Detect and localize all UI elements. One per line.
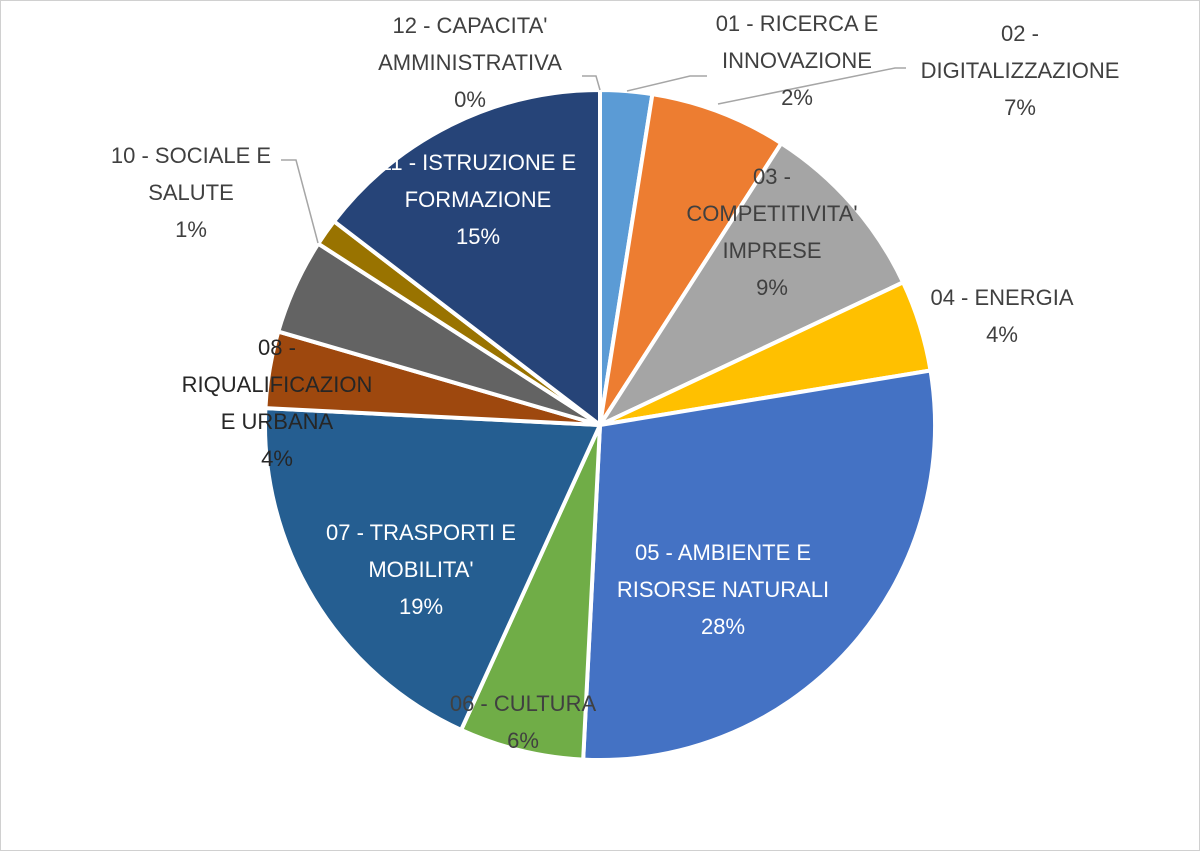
data-label-category: DIGITALIZZAZIONE — [921, 58, 1120, 83]
data-label: 08 - RIQUALIFICAZION E URBANA 4% — [182, 335, 373, 471]
data-label-category: 12 - CAPACITA' — [393, 13, 548, 38]
data-label-category: IMPRESE — [722, 238, 821, 263]
data-label-percent: 4% — [261, 446, 293, 471]
data-label-category: 01 - RICERCA E — [716, 11, 879, 36]
data-label-category: 06 - CULTURA — [450, 691, 597, 716]
data-label-category: 04 - ENERGIA — [930, 285, 1073, 310]
data-label-category: E URBANA — [221, 409, 334, 434]
data-label-percent: 9% — [756, 275, 788, 300]
data-label-percent: 1% — [175, 217, 207, 242]
data-label-category: 11 - ISTRUZIONE E — [380, 150, 576, 175]
pie-slice — [332, 88, 602, 427]
leader-line — [626, 75, 707, 92]
data-label-category: 10 - SOCIALE E — [111, 143, 271, 168]
data-label-category: COMPETITIVITA' — [686, 201, 857, 226]
data-label: 11 - ISTRUZIONE E FORMAZIONE 15% — [380, 150, 576, 249]
data-label: 06 - CULTURA 6% — [450, 691, 597, 753]
data-label: 12 - CAPACITA' AMMINISTRATIVA 0% — [378, 13, 562, 112]
data-labels: 01 - RICERCA E INNOVAZIONE 2% 02 - DIGITALIZ… — [111, 11, 1120, 753]
data-label-percent: 19% — [399, 594, 443, 619]
data-label-percent: 6% — [507, 728, 539, 753]
leader-line — [717, 67, 906, 105]
leader-line — [582, 75, 601, 91]
data-label: 04 - ENERGIA 4% — [930, 285, 1073, 347]
data-label-percent: 0% — [454, 87, 486, 112]
leader-lines — [281, 67, 906, 244]
data-label-category: SALUTE — [148, 180, 234, 205]
data-label: 03 - COMPETITIVITA' IMPRESE 9% — [686, 164, 857, 300]
data-label: 05 - AMBIENTE E RISORSE NATURALI 28% — [617, 540, 829, 639]
data-label-category: FORMAZIONE — [405, 187, 552, 212]
pie-slice — [459, 423, 602, 762]
data-label-category: INNOVAZIONE — [722, 48, 872, 73]
data-label-category: 05 - AMBIENTE E — [635, 540, 811, 565]
data-label-category: 03 - — [753, 164, 791, 189]
pie-slices — [263, 87, 937, 762]
data-label-category: AMMINISTRATIVA — [378, 50, 562, 75]
data-label-percent: 7% — [1004, 95, 1036, 120]
pie-slice — [598, 92, 784, 427]
leader-line — [281, 159, 319, 244]
data-label-category: 02 - — [1001, 21, 1039, 46]
pie-slice — [263, 406, 602, 732]
data-label: 10 - SOCIALE E SALUTE 1% — [111, 143, 271, 242]
data-label-percent: 28% — [701, 614, 745, 639]
data-label: 07 - TRASPORTI E MOBILITA' 19% — [326, 520, 516, 619]
data-label: 02 - DIGITALIZZAZIONE 7% — [921, 21, 1120, 120]
pie-slice — [581, 368, 937, 762]
data-label-category: RIQUALIFICAZION — [182, 372, 373, 397]
data-label: 01 - RICERCA E INNOVAZIONE 2% — [716, 11, 879, 110]
data-label-category: 07 - TRASPORTI E — [326, 520, 516, 545]
data-label-category: 08 - — [258, 335, 296, 360]
data-label-category: RISORSE NATURALI — [617, 577, 829, 602]
data-label-category: MOBILITA' — [368, 557, 473, 582]
data-label-percent: 4% — [986, 322, 1018, 347]
pie-slice — [598, 141, 906, 427]
data-label-percent: 2% — [781, 85, 813, 110]
data-label-percent: 15% — [456, 224, 500, 249]
